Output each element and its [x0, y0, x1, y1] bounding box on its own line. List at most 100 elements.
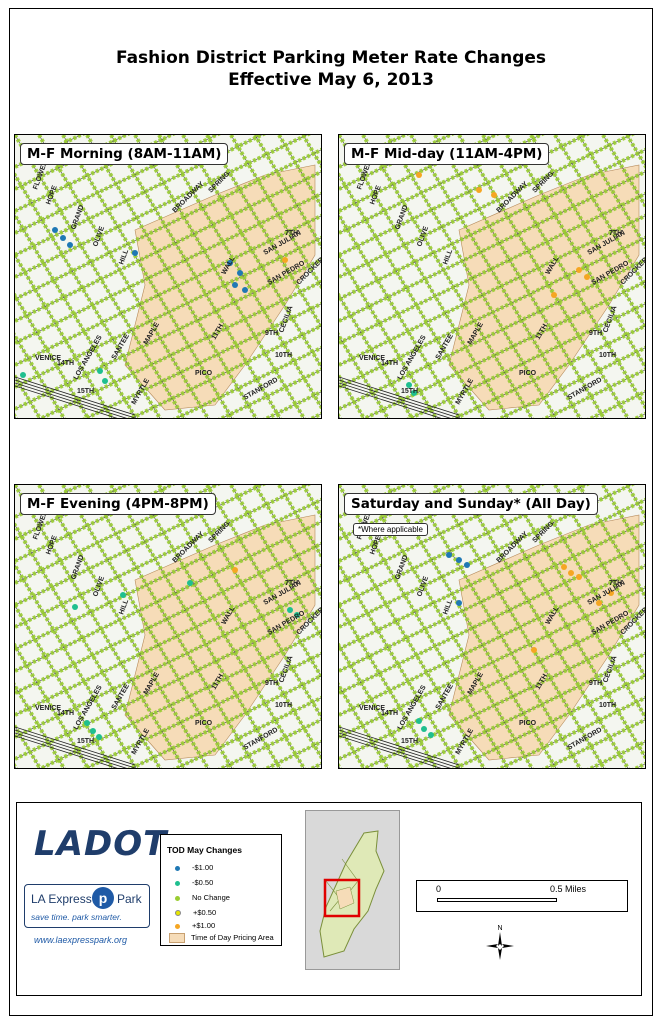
street-label: HILL: [442, 248, 454, 266]
freeway-line: [339, 729, 460, 768]
meter-segment: [339, 485, 410, 519]
map-title: Fashion District Parking Meter Rate Chan…: [115, 48, 547, 68]
meter-segment: [529, 135, 645, 331]
dot-icon: [175, 865, 180, 871]
meter-change-marker: [60, 235, 66, 241]
meter-segment: [339, 607, 645, 761]
meter-segment: [15, 485, 266, 607]
freeway-line: [339, 732, 451, 768]
meter-segment: [205, 485, 321, 681]
north-label: N: [497, 925, 502, 932]
meter-segment: [339, 485, 590, 607]
meter-segment: [339, 251, 439, 418]
freeway-line: [15, 732, 127, 768]
map-panel-evening: FLOWER HOPE GRAND OLIVE HILL BROADWAY SPRING LO…: [14, 484, 322, 769]
freeway-line: [15, 729, 136, 768]
meter-segment: [157, 485, 321, 761]
meter-segment: [61, 135, 235, 418]
meter-change-marker: [608, 590, 614, 596]
scale-zero: 0: [436, 884, 442, 894]
street-label: STANFORD: [567, 376, 604, 401]
legend-item: No Change: [175, 893, 230, 902]
meter-segment: [577, 485, 645, 600]
street-label: VENICE: [359, 705, 385, 712]
meter-segment: [15, 485, 86, 519]
meter-segment: [339, 135, 636, 279]
ladot-logo: LADOT: [34, 824, 168, 864]
street-label: 9TH: [589, 330, 602, 337]
meter-change-marker: [242, 287, 248, 293]
meter-segment: [339, 135, 410, 169]
meter-segment: [15, 147, 321, 301]
street-label: 9TH: [265, 680, 278, 687]
meter-segment: [385, 135, 559, 418]
map-subtitle: Effective May 6, 2013: [228, 70, 434, 90]
meter-segment: [339, 601, 439, 768]
meter-change-marker: [232, 567, 238, 573]
meter-segment: [339, 332, 391, 418]
street-label: GRAND: [394, 554, 409, 581]
scale-bar-box: [416, 880, 628, 912]
express-park-park: Park: [117, 892, 142, 906]
meter-segment: [361, 629, 645, 768]
dot-icon: [175, 880, 180, 886]
legend-item: +$0.50: [175, 908, 216, 917]
meter-change-marker: [596, 600, 602, 606]
meter-segment: [15, 607, 321, 761]
scale-max: 0.5 Miles: [550, 884, 587, 894]
meter-segment: [15, 682, 67, 768]
meter-segment: [229, 135, 321, 290]
street-label: HILL: [118, 598, 130, 616]
meter-segment: [496, 345, 645, 418]
meter-segment: [15, 541, 321, 695]
meter-change-marker: [428, 732, 434, 738]
map-panel-midday: FLOWER HOPE GRAND OLIVE HILL BROADWAY SPRING LO…: [338, 134, 646, 419]
meter-segment: [406, 651, 645, 768]
map-panel-morning: FLOWER HOPE GRAND OLIVE HILL BROADWAY SPRING LO…: [14, 134, 322, 419]
street-label: 10TH: [275, 352, 292, 359]
area-swatch: [169, 933, 185, 944]
website-url: www.laexpresspark.org: [34, 935, 128, 945]
meter-segment: [339, 292, 415, 418]
meter-change-marker: [576, 574, 582, 580]
meter-segment: [15, 563, 321, 717]
meter-change-marker: [20, 372, 26, 378]
north-arrow-icon: N: [486, 925, 514, 960]
parking-icon: p: [92, 887, 114, 909]
meter-segment: [15, 211, 139, 418]
meter-segment: [127, 673, 321, 768]
panel-label: Saturday and Sunday* (All Day): [344, 493, 598, 515]
freeway-line: [15, 379, 136, 418]
meter-segment: [205, 135, 321, 331]
meter-segment: [262, 389, 321, 418]
meter-segment: [15, 169, 321, 323]
tod-legend: TOD May Changes -$1.00 -$0.50 No Change …: [160, 834, 282, 946]
meter-segment: [15, 135, 86, 169]
meter-segment: [339, 519, 645, 673]
freeway-line: [15, 726, 136, 766]
meter-segment: [15, 257, 321, 411]
inset-map-svg: [319, 830, 385, 958]
street-label: GRAND: [394, 204, 409, 231]
street-label: VENICE: [359, 355, 385, 362]
meter-change-marker: [531, 647, 537, 653]
meter-segment: [339, 682, 391, 768]
legend-item: +$1.00: [175, 921, 215, 930]
meter-segment: [451, 323, 645, 418]
meter-segment: [37, 629, 321, 768]
meter-change-marker: [411, 390, 417, 396]
meter-segment: [339, 561, 463, 768]
page-frame: [9, 8, 653, 1016]
meter-segment: [157, 135, 321, 411]
freeway-line: [339, 382, 451, 418]
meter-segment: [15, 332, 67, 418]
meter-segment: [15, 561, 139, 768]
street-label: 10TH: [599, 352, 616, 359]
freeway-line: [15, 382, 127, 418]
meter-segment: [127, 323, 321, 418]
meter-segment: [15, 485, 312, 629]
map-panel-weekend: FLOWERHOPEGRANDOLIVEHILLBROADWAYSPRINGLO…: [338, 484, 646, 769]
street-label: PICO: [195, 370, 213, 377]
street-label: 15TH: [401, 738, 418, 745]
meter-segment: [253, 485, 321, 600]
